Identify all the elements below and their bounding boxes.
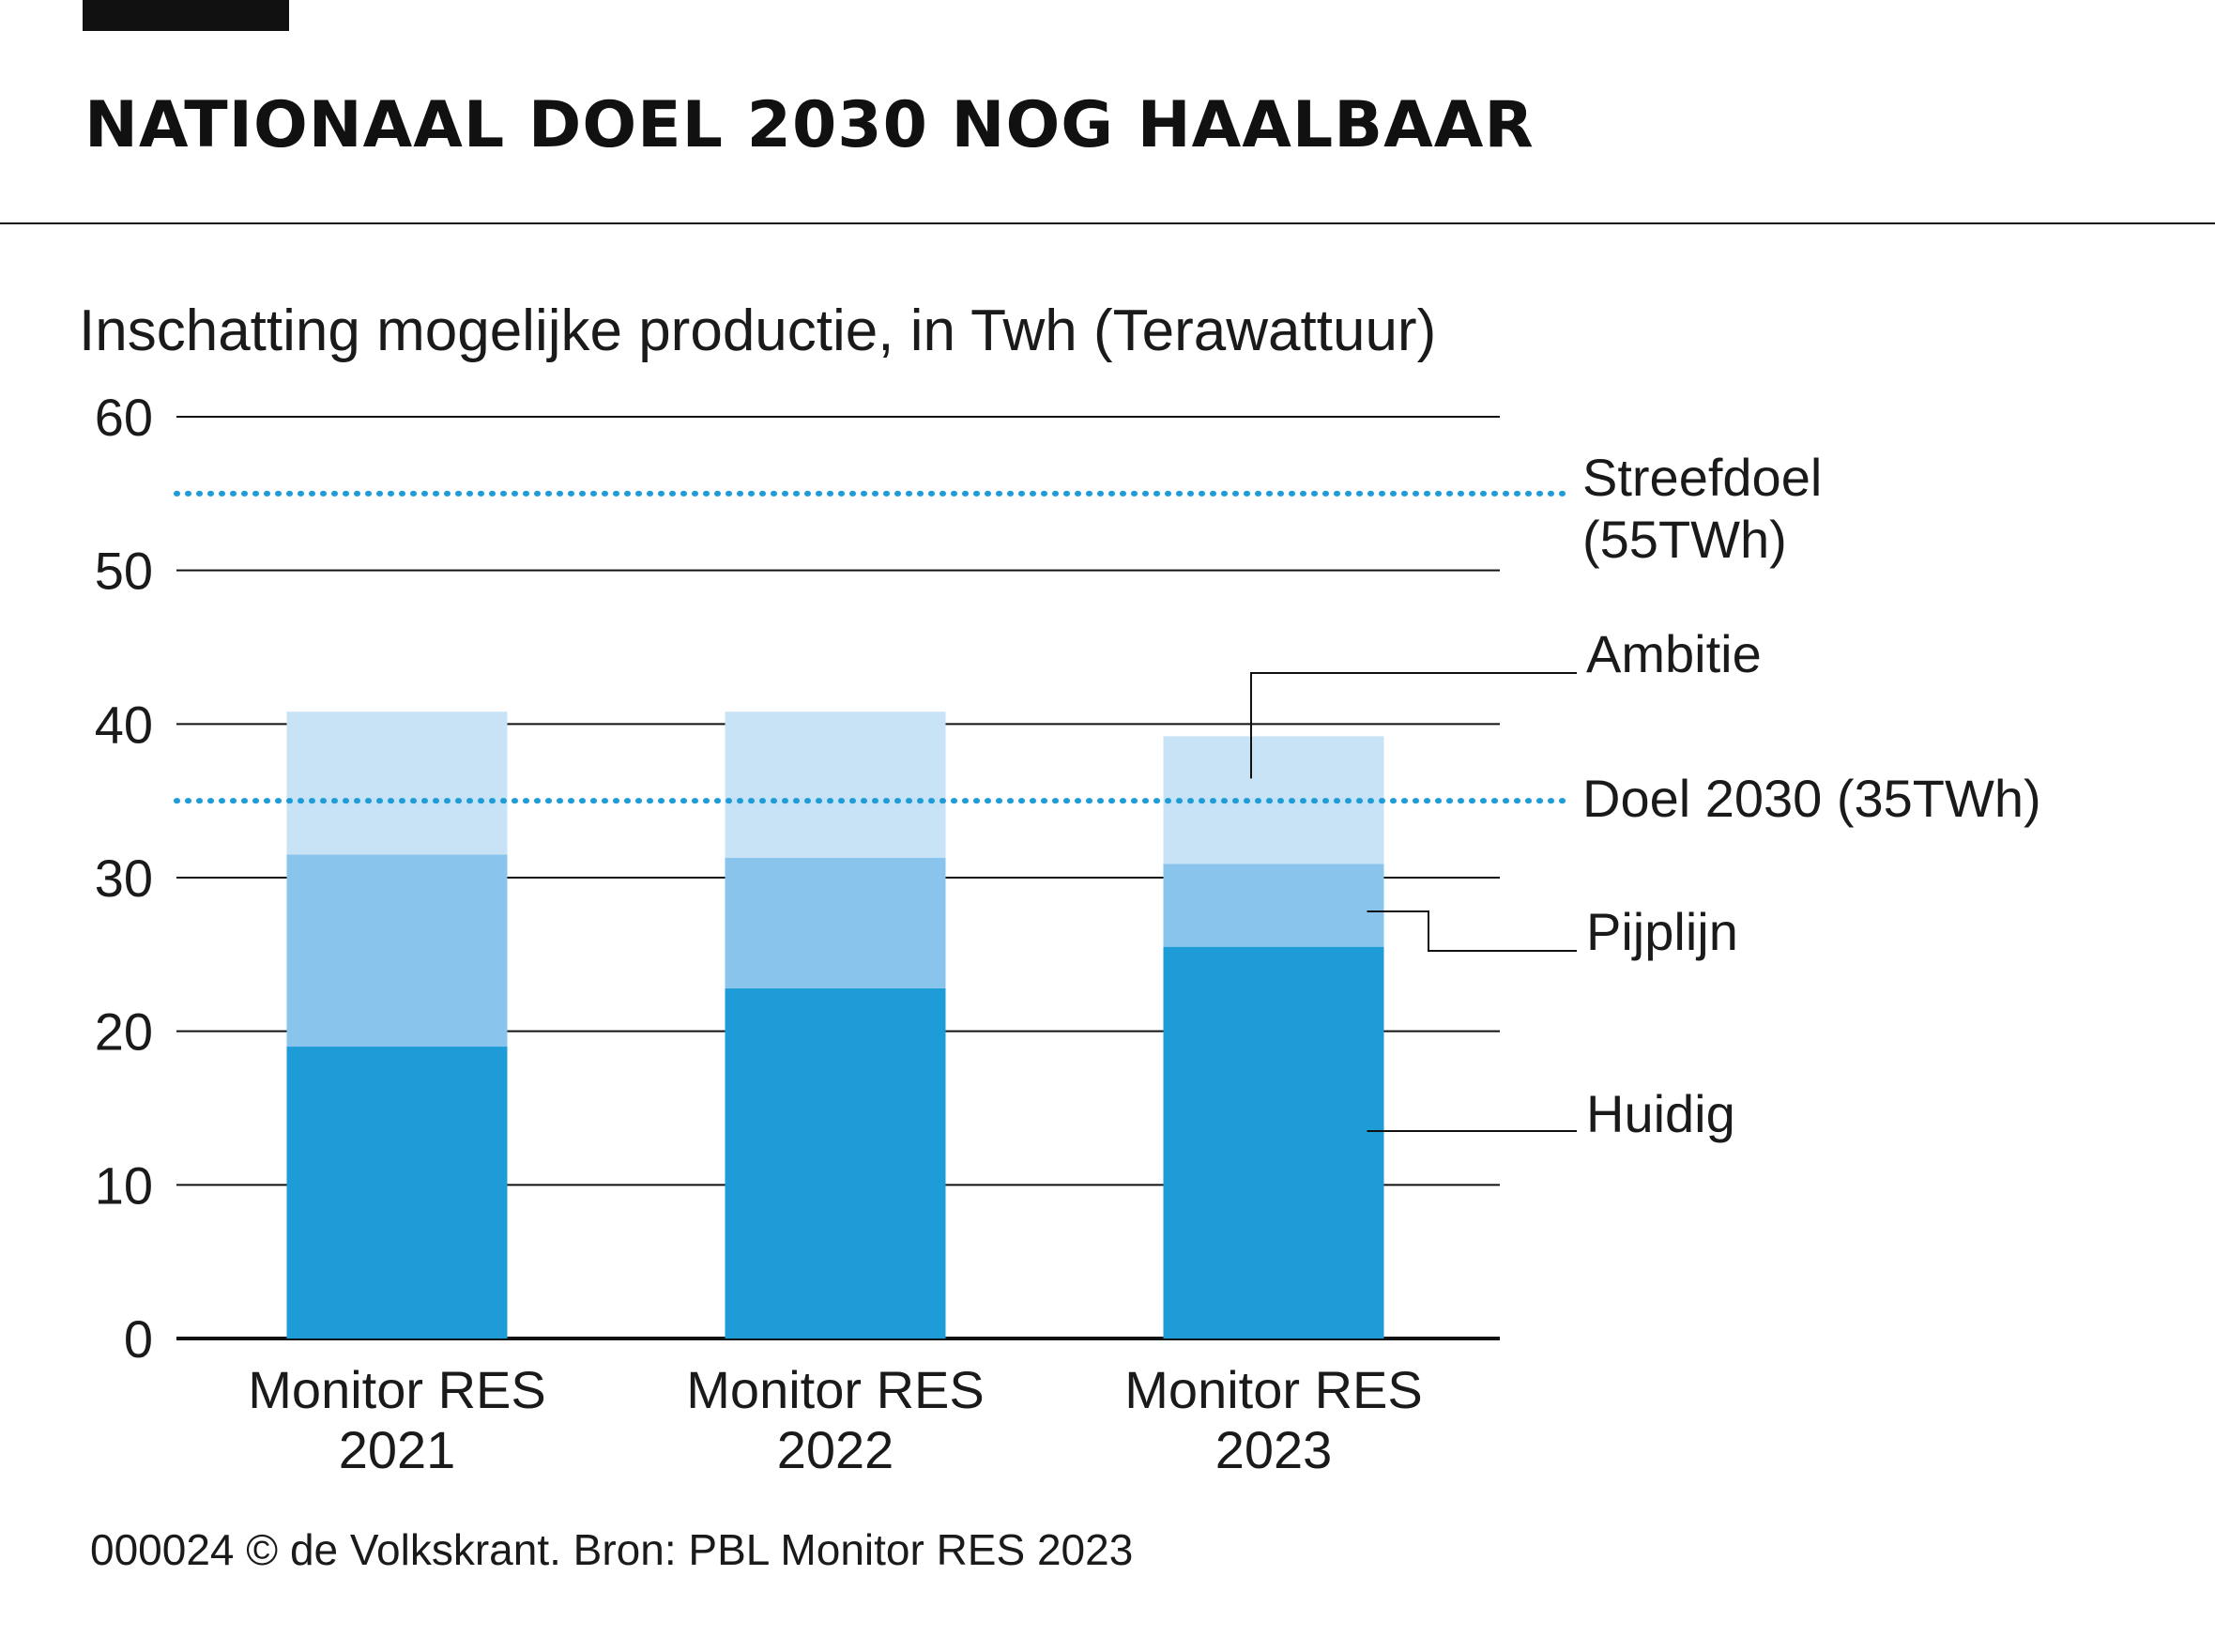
bar-segment-ambitie	[725, 711, 946, 858]
bar-segment-pijplijn	[286, 854, 508, 1048]
x-tick-label: 2023	[1215, 1420, 1333, 1479]
bar-segment-ambitie	[286, 711, 508, 855]
y-tick-label: 30	[95, 849, 153, 908]
chart-title: NATIONAAL DOEL 2030 NOG HAALBAAR	[84, 88, 1535, 162]
y-tick-label: 50	[95, 542, 153, 601]
title-divider	[0, 222, 2215, 224]
bar-segment-huidig	[1163, 946, 1384, 1338]
bar-segment-pijplijn	[1163, 864, 1384, 947]
reference-label-streefdoel: Streefdoel	[1582, 448, 1822, 507]
header-accent-bar	[83, 0, 289, 31]
y-tick-label: 0	[124, 1309, 153, 1369]
y-tick-label: 40	[95, 695, 153, 754]
x-tick-label: Monitor RES	[1124, 1360, 1422, 1419]
source-credit: 000024 © de Volkskrant. Bron: PBL Monito…	[90, 1525, 1134, 1574]
leader-line-pijplijn	[1367, 910, 1577, 952]
y-tick-label: 20	[95, 1002, 153, 1062]
bar-segment-pijplijn	[725, 857, 946, 988]
chart-subtitle: Inschatting mogelijke productie, in Twh …	[79, 298, 1437, 363]
series-label-huidig: Huidig	[1586, 1084, 1735, 1143]
y-tick-label: 10	[95, 1155, 153, 1215]
series-label-pijplijn: Pijplijn	[1586, 902, 1738, 961]
x-tick-label: Monitor RES	[248, 1360, 545, 1419]
leader-line-ambitie	[1250, 672, 1577, 779]
reference-label-doel-2030: Doel 2030 (35TWh)	[1582, 769, 2041, 828]
x-tick-label: 2021	[339, 1420, 456, 1479]
bar-segment-huidig	[286, 1047, 508, 1338]
y-tick-label: 60	[95, 388, 153, 447]
series-label-ambitie: Ambitie	[1586, 624, 1762, 683]
bar-segment-huidig	[725, 987, 946, 1338]
reference-label-streefdoel: (55TWh)	[1582, 510, 1787, 569]
x-tick-label: 2022	[777, 1420, 894, 1479]
x-tick-label: Monitor RES	[686, 1360, 984, 1419]
